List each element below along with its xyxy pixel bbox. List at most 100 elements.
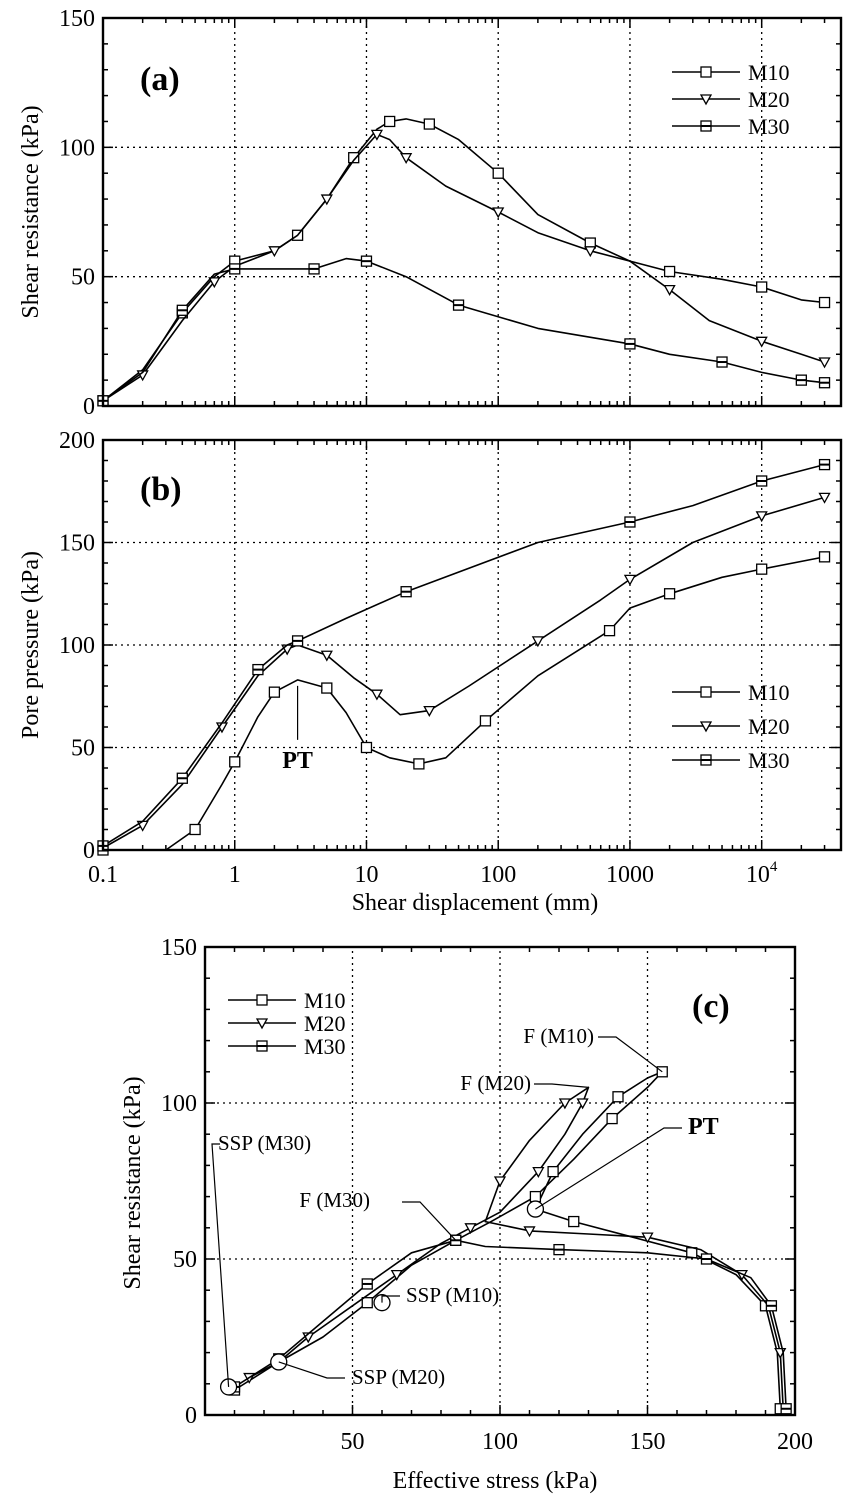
y-tick-label: 150 — [161, 935, 197, 961]
data-point — [370, 129, 384, 141]
y-tick-label: 50 — [71, 736, 95, 762]
data-point — [532, 1166, 545, 1178]
data-point — [547, 1165, 559, 1178]
data-point — [320, 650, 333, 662]
annotation-leader — [534, 1083, 589, 1088]
data-point — [452, 299, 465, 311]
data-point — [568, 1215, 580, 1228]
data-point — [716, 356, 728, 368]
annotation-label: SSP (M20) — [352, 1365, 445, 1389]
y-tick-label: 0 — [185, 1403, 197, 1429]
legend-label: M20 — [304, 1011, 346, 1036]
y-tick-label: 150 — [59, 6, 95, 32]
chart-panel-c: 50 100 150 200 0 50 100 150 (c) Shear resistanc… — [120, 935, 813, 1494]
series-line-m30 — [234, 1239, 787, 1409]
data-point — [384, 115, 396, 128]
x-tick-label: 10 — [354, 862, 378, 888]
data-point — [780, 1403, 792, 1415]
data-point — [291, 635, 304, 647]
annotation-label: SSP (M10) — [406, 1283, 499, 1307]
data-point — [423, 705, 436, 717]
annotation-label: F (M20) — [460, 1071, 531, 1095]
x-tick-label: 104 — [746, 859, 778, 888]
data-point — [576, 1098, 589, 1110]
data-point — [390, 1269, 403, 1281]
annotation-label: F (M30) — [299, 1188, 370, 1212]
data-point — [492, 167, 504, 179]
legend-label: M10 — [748, 60, 790, 85]
data-point — [818, 357, 831, 369]
data-point — [229, 263, 241, 275]
data-point — [531, 636, 544, 648]
chart-panel-a: 0 50 100 150 (a) Shear resistance (kPa) M10… — [18, 6, 843, 420]
data-point — [361, 1278, 373, 1290]
data-point — [818, 551, 831, 563]
series-m10 — [97, 115, 831, 407]
data-point — [464, 1223, 477, 1235]
y-tick-label: 50 — [173, 1247, 197, 1273]
data-point — [308, 263, 320, 275]
legend-item-m30: M30 — [672, 748, 790, 773]
data-point — [663, 284, 676, 296]
x-tick-label: 0.1 — [88, 862, 118, 888]
y-tick-label: 100 — [161, 1091, 197, 1117]
data-point — [523, 1226, 536, 1238]
y-tick-label: 200 — [59, 428, 95, 454]
x-tick-label: 50 — [341, 1429, 365, 1455]
x-tick-label: 100 — [482, 1429, 518, 1455]
series-line-m20 — [102, 496, 825, 849]
y-tick-label: 100 — [59, 633, 95, 659]
data-point — [252, 663, 264, 676]
legend-label: M30 — [748, 114, 790, 139]
data-point — [818, 296, 831, 309]
series-m20 — [102, 129, 831, 402]
series-m10 — [97, 551, 831, 856]
data-point — [756, 563, 768, 575]
series-m30 — [97, 458, 831, 852]
data-point — [189, 823, 201, 836]
data-point — [663, 265, 676, 278]
y-tick-label: 100 — [59, 135, 95, 161]
legend-item-m30: M30 — [228, 1034, 346, 1059]
legend-item-m30: M30 — [672, 114, 790, 139]
legend-marker — [255, 1018, 269, 1030]
data-point — [755, 336, 768, 348]
data-point — [756, 475, 768, 487]
data-point — [208, 277, 221, 289]
legend-item-m20: M20 — [228, 1011, 346, 1036]
annotation-label: PT — [688, 1114, 719, 1140]
panel-label-a: (a) — [140, 61, 180, 98]
data-point — [700, 1253, 713, 1265]
series-m30 — [228, 1234, 792, 1415]
data-point — [479, 715, 492, 727]
data-point — [176, 304, 188, 316]
series-line-m30 — [102, 257, 825, 402]
x-tick-exponent: 4 — [770, 859, 778, 875]
data-point — [606, 1112, 618, 1125]
data-point — [755, 511, 768, 523]
data-point — [268, 686, 281, 698]
x-tick-label: 100 — [480, 862, 516, 888]
data-point — [795, 374, 807, 386]
x-tick-label: 200 — [777, 1429, 813, 1455]
x-tick-label: 150 — [630, 1429, 666, 1455]
series-m20 — [102, 492, 831, 849]
legend-label: M20 — [748, 714, 790, 739]
series-line-m20 — [102, 133, 825, 402]
annotation-label: SSP (M30) — [218, 1131, 311, 1155]
data-point — [818, 458, 831, 471]
legend-item-m20: M20 — [672, 714, 790, 739]
legend-marker — [700, 686, 712, 698]
data-point — [360, 741, 373, 754]
y-axis-title-c: Shear resistance (kPa) — [120, 1076, 146, 1289]
legend-marker — [699, 94, 713, 106]
panel-label-c: (c) — [692, 988, 730, 1025]
data-point — [492, 207, 505, 219]
x-tick-label: 1 — [229, 862, 241, 888]
y-axis-title-b: Pore pressure (kPa) — [18, 551, 44, 739]
y-tick-label: 0 — [83, 838, 95, 864]
data-point — [176, 772, 188, 784]
data-point — [361, 1297, 373, 1309]
